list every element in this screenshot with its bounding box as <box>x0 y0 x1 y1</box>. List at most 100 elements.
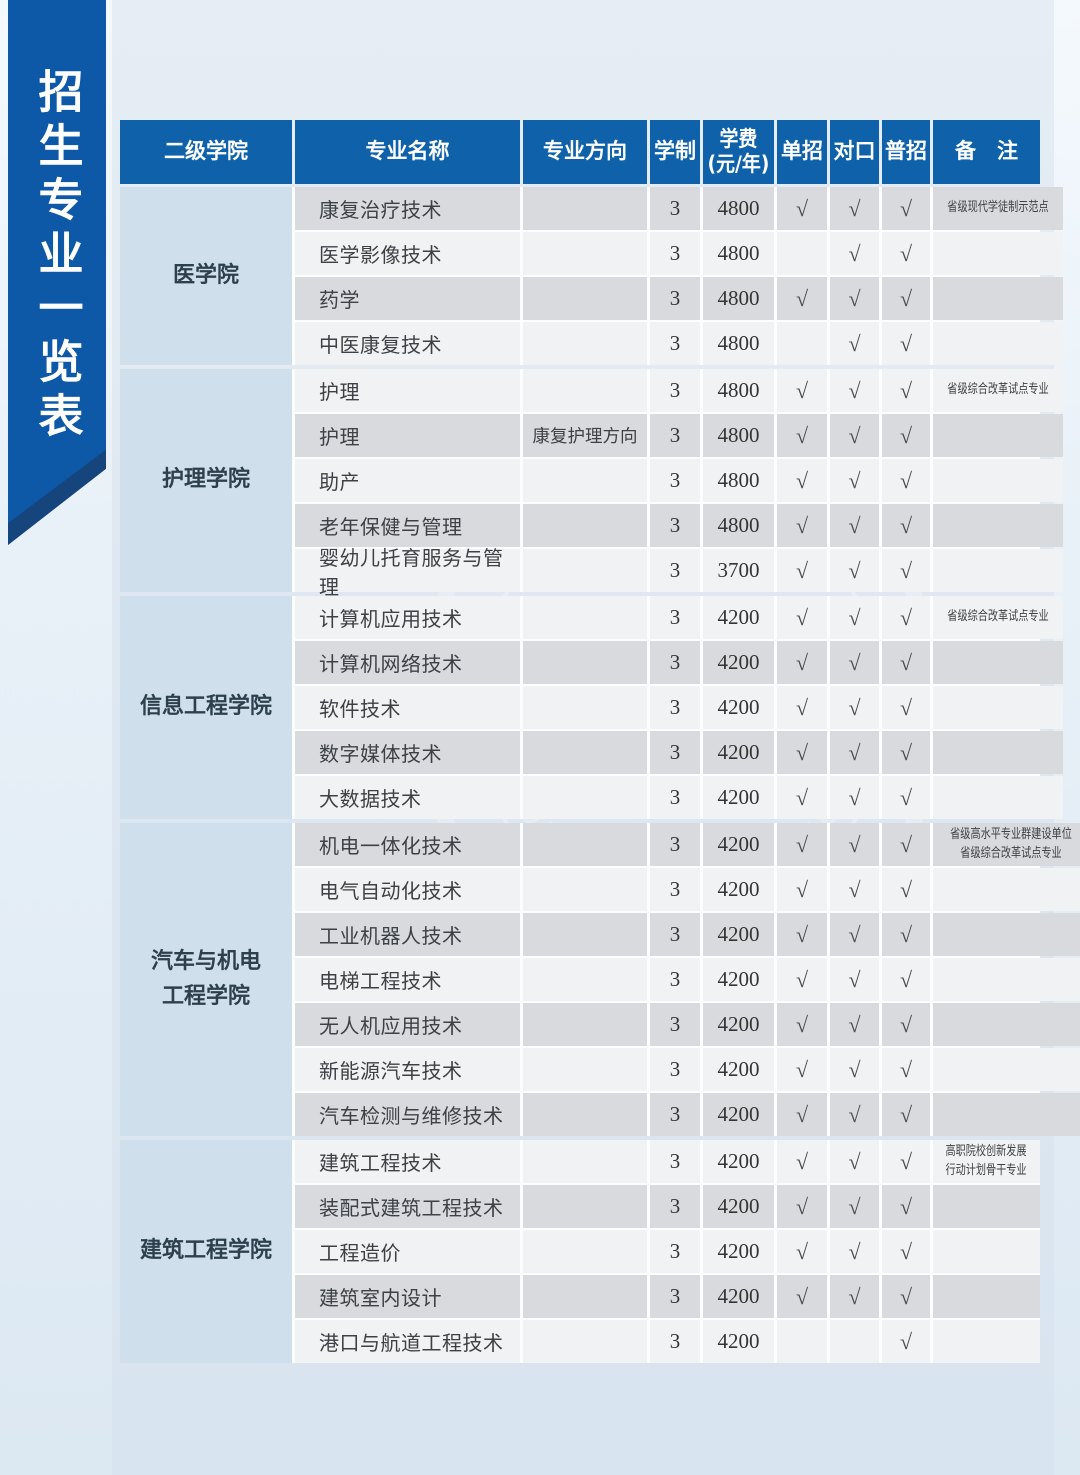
college-group: 信息工程学院 计算机应用技术 3 4200 √ √ √ 省级综合改革试点专业 计算机网络技术 3 4… <box>120 596 1064 819</box>
direction-cell <box>523 1185 647 1228</box>
check-duikou-cell: √ <box>830 1140 879 1183</box>
major-cell: 大数据技术 <box>295 776 520 819</box>
tuition-cell: 4800 <box>703 232 774 275</box>
tuition-cell: 4200 <box>703 1093 774 1136</box>
tuition-cell: 4200 <box>703 1185 774 1228</box>
tuition-cell: 4200 <box>703 1003 774 1046</box>
college-group: 医学院 康复治疗技术 3 4800 √ √ √ 省级现代学徒制示范点 医学影像技术 3 4800 √ √… <box>120 187 1064 365</box>
check-duikou-cell: √ <box>830 868 879 911</box>
years-cell: 3 <box>650 641 700 684</box>
remark-cell <box>933 414 1064 457</box>
tuition-cell: 4800 <box>703 414 774 457</box>
check-puzhao-cell: √ <box>882 686 930 729</box>
page-title: 招生专业一览表 <box>30 68 84 446</box>
check-danzhao-cell: √ <box>777 369 827 412</box>
tuition-cell: 4800 <box>703 187 774 230</box>
major-cell: 中医康复技术 <box>295 322 520 365</box>
tuition-cell: 4800 <box>703 459 774 502</box>
tuition-cell: 4200 <box>703 868 774 911</box>
remark-cell <box>933 232 1064 275</box>
tuition-cell: 4800 <box>703 369 774 412</box>
direction-cell <box>523 823 647 866</box>
check-danzhao-cell: √ <box>777 686 827 729</box>
check-puzhao-cell: √ <box>882 187 930 230</box>
major-cell: 工程造价 <box>295 1230 520 1273</box>
major-cell: 护理 <box>295 414 520 457</box>
direction-cell <box>523 1230 647 1273</box>
major-cell: 无人机应用技术 <box>295 1003 520 1046</box>
check-puzhao-cell: √ <box>882 731 930 774</box>
check-danzhao-cell: √ <box>777 1185 827 1228</box>
remark-cell <box>933 1048 1080 1091</box>
check-puzhao-cell: √ <box>882 776 930 819</box>
direction-cell <box>523 641 647 684</box>
direction-cell <box>523 504 647 547</box>
column-header-years: 学制 <box>650 120 700 184</box>
remark-cell <box>933 1185 1040 1228</box>
check-duikou-cell: √ <box>830 596 879 639</box>
direction-cell <box>523 958 647 1001</box>
check-danzhao-cell <box>777 1320 827 1363</box>
check-danzhao-cell: √ <box>777 913 827 956</box>
check-puzhao-cell: √ <box>882 369 930 412</box>
tuition-cell: 4200 <box>703 596 774 639</box>
check-duikou-cell: √ <box>830 731 879 774</box>
check-puzhao-cell: √ <box>882 1275 930 1318</box>
tuition-cell: 4200 <box>703 686 774 729</box>
check-danzhao-cell: √ <box>777 1093 827 1136</box>
major-cell: 机电一体化技术 <box>295 823 520 866</box>
direction-cell <box>523 1275 647 1318</box>
check-duikou-cell: √ <box>830 1185 879 1228</box>
check-danzhao-cell: √ <box>777 868 827 911</box>
remark-cell: 高职院校创新发展 行动计划骨干专业 <box>933 1140 1040 1183</box>
years-cell: 3 <box>650 823 700 866</box>
years-cell: 3 <box>650 1320 700 1363</box>
column-header-danzhao: 单招 <box>777 120 827 184</box>
majors-table: 二级学院 专业名称 专业方向 学制 学费 (元/年) 单招 对口 普招备 注 医学院 康复治疗技… <box>120 120 1080 1363</box>
years-cell: 3 <box>650 322 700 365</box>
check-danzhao-cell: √ <box>777 823 827 866</box>
tuition-cell: 4200 <box>703 913 774 956</box>
check-puzhao-cell: √ <box>882 322 930 365</box>
check-duikou-cell: √ <box>830 913 879 956</box>
remark-cell <box>933 322 1064 365</box>
check-puzhao-cell: √ <box>882 1185 930 1228</box>
direction-cell <box>523 1320 647 1363</box>
direction-cell <box>523 277 647 320</box>
column-header-college: 二级学院 <box>120 120 292 184</box>
check-puzhao-cell: √ <box>882 414 930 457</box>
years-cell: 3 <box>650 776 700 819</box>
check-danzhao-cell: √ <box>777 504 827 547</box>
check-danzhao-cell: √ <box>777 1230 827 1273</box>
check-duikou-cell: √ <box>830 414 879 457</box>
table-body: 医学院 康复治疗技术 3 4800 √ √ √ 省级现代学徒制示范点 医学影像技术 3 4800 √ √… <box>120 187 1080 1363</box>
tuition-cell: 4200 <box>703 958 774 1001</box>
check-danzhao-cell <box>777 322 827 365</box>
remark-cell <box>933 776 1064 819</box>
check-puzhao-cell: √ <box>882 459 930 502</box>
years-cell: 3 <box>650 369 700 412</box>
check-danzhao-cell: √ <box>777 731 827 774</box>
major-cell: 医学影像技术 <box>295 232 520 275</box>
check-danzhao-cell: √ <box>777 1275 827 1318</box>
years-cell: 3 <box>650 731 700 774</box>
remark-cell <box>933 504 1064 547</box>
check-danzhao-cell: √ <box>777 277 827 320</box>
years-cell: 3 <box>650 868 700 911</box>
direction-cell <box>523 686 647 729</box>
college-group: 汽车与机电 工程学院 机电一体化技术 3 4200 √ √ √ 省级高水平专业群建设单位 省级… <box>120 823 1080 1136</box>
tuition-cell: 4200 <box>703 1320 774 1363</box>
years-cell: 3 <box>650 504 700 547</box>
tuition-cell: 4800 <box>703 322 774 365</box>
years-cell: 3 <box>650 1275 700 1318</box>
major-cell: 数字媒体技术 <box>295 731 520 774</box>
table-header-row: 二级学院 专业名称 专业方向 学制 学费 (元/年) 单招 对口 普招备 注 <box>120 120 1040 184</box>
remark-cell <box>933 686 1064 729</box>
tuition-cell: 4200 <box>703 776 774 819</box>
direction-cell <box>523 232 647 275</box>
column-header-major: 专业名称 <box>295 120 520 184</box>
major-cell: 药学 <box>295 277 520 320</box>
check-duikou-cell: √ <box>830 686 879 729</box>
direction-cell <box>523 369 647 412</box>
years-cell: 3 <box>650 1230 700 1273</box>
